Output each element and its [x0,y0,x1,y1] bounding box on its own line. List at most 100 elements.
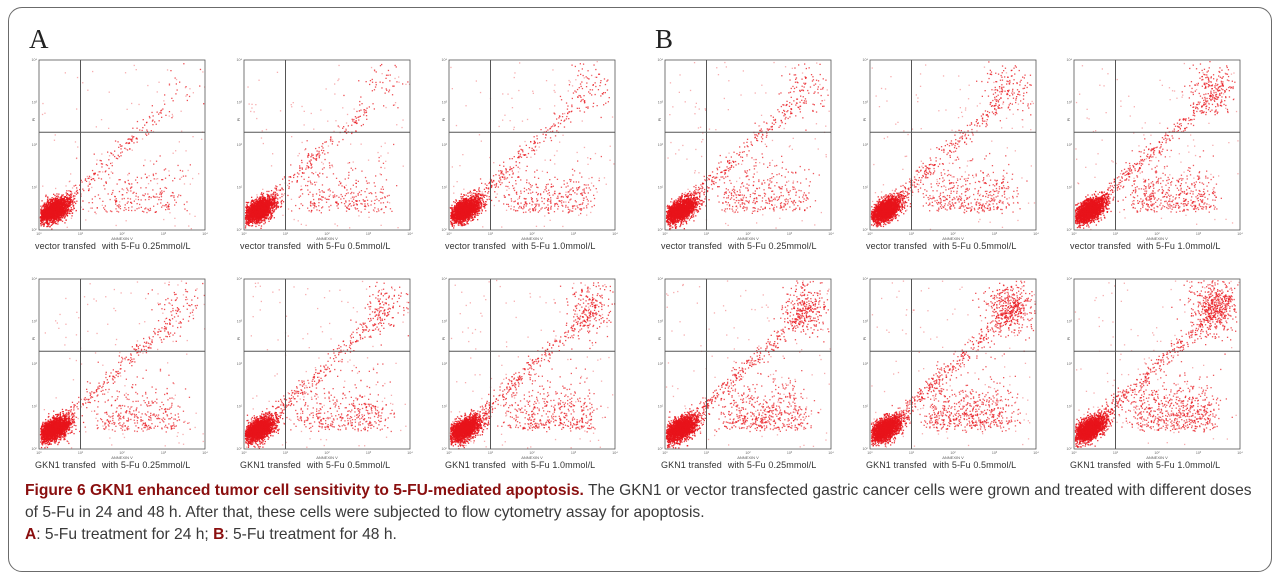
scatter-point [248,209,250,211]
scatter-point [61,207,63,209]
scatter-point [145,207,147,209]
scatter-point [327,189,329,191]
scatter-point [348,203,350,205]
scatter-point [343,126,345,128]
scatter-point [80,206,82,208]
scatter-point [310,159,312,161]
scatter-point [80,179,82,181]
scatter-point [388,91,390,93]
scatter-point [249,221,251,223]
scatter-point [258,211,260,213]
scatter-point [105,170,107,172]
scatter-point [250,212,252,214]
scatter-point [264,200,266,202]
scatter-point [255,210,257,212]
scatter-point [293,174,295,176]
scatter-point [56,206,58,208]
scatter-point [115,208,117,210]
scatter-point [183,63,185,65]
scatter-point [260,217,262,219]
scatter-point [268,218,270,220]
scatter-point [110,162,112,165]
scatter-point [118,146,120,148]
scatter-point [324,153,326,155]
scatter-point [60,207,62,209]
scatter-point [73,201,75,203]
scatter-point [61,195,63,197]
scatter-point [253,210,255,212]
scatter-point [267,195,269,197]
scatter-point [70,199,73,201]
scatter-point [260,215,263,217]
scatter-point [154,121,156,123]
scatter-point [131,149,133,151]
scatter-point [42,204,44,206]
scatter-point [72,196,74,198]
scatter-point [354,116,357,118]
scatter-point [268,202,270,204]
scatter-point [264,202,266,204]
scatter-point [69,203,71,205]
scatter-point [124,181,126,184]
scatter-point [52,217,55,219]
scatter-point [131,202,133,204]
scatter-point [381,186,384,188]
scatter-point [56,193,58,195]
scatter-point [144,199,147,201]
scatter-point [348,174,350,176]
scatter-point [155,193,158,195]
scatter-point [248,224,250,227]
scatter-point [60,211,62,213]
scatter-point [146,176,148,178]
scatter-point [305,168,307,170]
scatter-point [46,220,48,222]
scatter-point [72,200,74,202]
scatter-point [373,182,375,184]
scatter-point [57,210,59,212]
scatter-point [59,200,61,202]
scatter-point [52,215,54,217]
scatter-point [147,208,149,211]
scatter-point [364,191,366,193]
scatter-point [68,206,70,208]
scatter-point [153,205,155,207]
scatter-point [350,192,352,195]
scatter-point [61,202,63,205]
scatter-point [318,157,320,159]
scatter-point [246,212,249,214]
scatter-point [257,221,259,223]
scatter-point [93,153,95,155]
scatter-point [263,219,266,221]
scatter-point [315,157,318,160]
scatter-point [45,213,48,215]
scatter-point [50,218,52,221]
scatter-point [264,216,266,218]
scatter-point [298,196,300,198]
scatter-point [119,201,121,203]
scatter-point [262,215,264,217]
scatter-point [269,199,271,201]
scatter-point [112,172,114,174]
scatter-point [66,190,68,192]
scatter-point [250,218,252,220]
scatter-point [315,147,317,150]
scatter-point [55,202,57,204]
scatter-point [176,89,178,91]
scatter-point [55,204,57,206]
scatter-point [45,218,47,220]
scatter-point [121,145,123,147]
scatter-point [47,214,50,216]
scatter-point [329,190,331,192]
scatter-point [94,173,96,175]
scatter-point [251,205,253,207]
scatter-point [145,133,147,135]
scatter-point [57,206,59,209]
scatter-point [277,205,280,208]
scatter-point [60,206,62,208]
scatter-point [70,208,73,211]
scatter-point [322,143,324,145]
scatter-point [41,210,43,212]
scatter-point [64,196,67,198]
scatter-point [114,150,116,152]
x-tick-label: 10¹ [78,232,84,236]
